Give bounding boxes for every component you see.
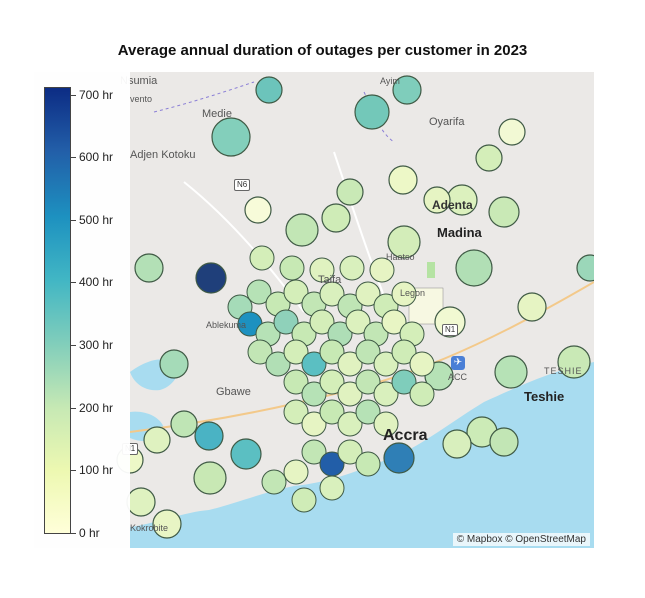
place-ablekuma: Ablekuma	[206, 320, 247, 330]
legend-tick-600: 600 hr	[79, 150, 114, 164]
place-acc: ACC	[448, 372, 468, 382]
legend-tick-400: 400 hr	[79, 275, 114, 289]
road-badge-n6: N6	[234, 179, 251, 191]
color-scale-bar	[44, 87, 71, 534]
place-legon: Legon	[400, 288, 426, 298]
legend-tick-200: 200 hr	[79, 401, 114, 415]
legend-tick-500: 500 hr	[79, 213, 114, 227]
legend-tick-700: 700 hr	[79, 88, 114, 102]
place-kokrobite: Kokrobite	[130, 523, 169, 533]
place-ayim: Ayim	[380, 76, 400, 86]
map-attribution[interactable]: © Mapbox © OpenStreetMap	[452, 533, 590, 546]
legend-tick-100: 100 hr	[79, 463, 114, 477]
place-gbawe: Gbawe	[216, 386, 251, 398]
legend-tick-0: 0 hr	[79, 526, 100, 540]
map-base	[116, 75, 594, 548]
place-teshie: Teshie	[524, 389, 565, 404]
airport-icon: ✈	[451, 356, 465, 370]
legend-tick-300: 300 hr	[79, 338, 114, 352]
place-accra: Accra	[383, 427, 428, 444]
place-haatso: Haatso	[386, 252, 415, 262]
place-teshie-upper: TESHIE	[544, 366, 583, 376]
place-adenta: Adenta	[432, 198, 473, 212]
place-vento: vento	[130, 94, 153, 104]
map-title: Average annual duration of outages per c…	[117, 42, 528, 59]
road-badge-n1-east: N1	[442, 324, 459, 336]
color-legend: 700 hr 600 hr 500 hr 400 hr 300 hr 200 h…	[34, 72, 130, 548]
place-medie: Medie	[202, 108, 232, 120]
place-madina: Madina	[437, 225, 482, 240]
place-taifa: Taifa	[318, 274, 342, 286]
place-adjen-kotoku: Adjen Kotoku	[130, 149, 196, 161]
place-oyarifa: Oyarifa	[429, 116, 465, 128]
sea	[130, 362, 594, 548]
